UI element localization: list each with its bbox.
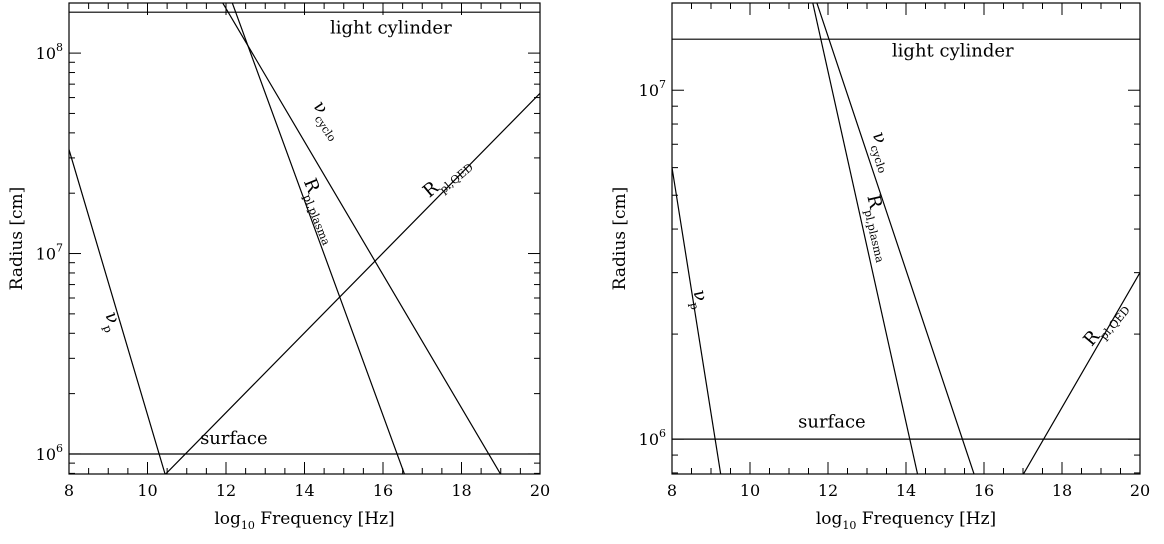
annotation-main: light cylinder bbox=[892, 40, 1014, 61]
annotation-main: surface bbox=[200, 428, 268, 449]
annotation-nu-cyclo: νcyclo bbox=[864, 129, 900, 175]
series-line-r-qed bbox=[1022, 272, 1140, 474]
y-axis-label: Radius [cm] bbox=[610, 187, 630, 291]
annotation-subscript: pl,QED bbox=[1097, 304, 1133, 343]
series-line-nu-cyclo bbox=[816, 3, 975, 474]
annotation-subscript: cyclo bbox=[312, 113, 339, 144]
annotation-main: surface bbox=[798, 411, 866, 432]
annotation-main: R bbox=[862, 193, 886, 211]
y-tick-label: 106 bbox=[36, 442, 63, 464]
annotation-light: light cylinder bbox=[892, 40, 1014, 61]
y-tick-label: 106 bbox=[639, 427, 666, 449]
y-tick-label: 108 bbox=[36, 41, 63, 63]
x-axis-label-sub: 10 bbox=[842, 519, 856, 532]
x-axis-label-rest: Frequency [Hz] bbox=[856, 509, 996, 529]
y-tick-exponent: 6 bbox=[56, 442, 63, 455]
curves bbox=[69, 3, 540, 474]
annotation-nu-cyclo: νcyclo bbox=[306, 97, 349, 144]
y-tick-exponent: 7 bbox=[56, 242, 63, 255]
x-tick-label: 20 bbox=[1130, 481, 1150, 500]
y-tick-exponent: 6 bbox=[659, 427, 666, 440]
y-tick-exponent: 7 bbox=[659, 78, 666, 91]
x-axis-label-rest: Frequency [Hz] bbox=[255, 509, 395, 529]
plot-frame bbox=[671, 2, 1141, 475]
x-tick-label: 18 bbox=[1052, 481, 1072, 500]
series-line-r-plasma bbox=[231, 3, 406, 474]
annotation-subscript: cyclo bbox=[867, 144, 888, 176]
y-tick-base: 10 bbox=[36, 445, 56, 464]
annotation-subscript: pl,QED bbox=[437, 161, 476, 197]
x-tick-label: 20 bbox=[530, 481, 550, 500]
x-axis-label-log: log bbox=[816, 509, 843, 529]
y-tick-base: 10 bbox=[639, 430, 659, 449]
x-tick-label: 16 bbox=[373, 481, 393, 500]
annotation-main: light cylinder bbox=[330, 18, 452, 39]
annotation-main: ν bbox=[689, 288, 712, 303]
x-tick-label: 14 bbox=[294, 481, 314, 500]
annotation-surface: surface bbox=[200, 428, 268, 449]
annotation-nu-p: νp bbox=[97, 309, 127, 334]
y-axis-label: Radius [cm] bbox=[7, 187, 27, 291]
series-line-r-plasma bbox=[812, 3, 919, 474]
x-tick-label: 18 bbox=[451, 481, 471, 500]
plot-frame bbox=[68, 2, 541, 475]
x-tick-label: 10 bbox=[137, 481, 157, 500]
y-tick-base: 10 bbox=[36, 44, 56, 63]
x-tick-label: 10 bbox=[740, 481, 760, 500]
series-line-nu-p bbox=[672, 167, 722, 474]
x-tick-label: 12 bbox=[818, 481, 838, 500]
annotation-subscript: p bbox=[100, 324, 115, 335]
annotation-subscript: p bbox=[687, 301, 701, 311]
x-tick-label: 14 bbox=[896, 481, 916, 500]
annotation-subscript: pl,plasma bbox=[300, 192, 332, 247]
y-tick-label: 107 bbox=[639, 78, 666, 100]
x-axis-label: log10 Frequency [Hz] bbox=[816, 509, 996, 532]
annotation-light: light cylinder bbox=[330, 18, 452, 39]
y-tick-label: 107 bbox=[36, 242, 63, 264]
annotation-r-qed: Rpl,QED bbox=[1079, 296, 1133, 353]
y-tick-base: 10 bbox=[36, 245, 56, 264]
x-axis-label: log10 Frequency [Hz] bbox=[214, 509, 394, 532]
series-line-r-qed bbox=[164, 92, 540, 474]
annotation-r-qed: Rpl,QED bbox=[419, 151, 476, 205]
x-axis-label-sub: 10 bbox=[241, 519, 255, 532]
annotation-nu-p: νp bbox=[685, 288, 713, 311]
x-tick-label: 8 bbox=[64, 481, 74, 500]
annotation-surface: surface bbox=[798, 411, 866, 432]
x-axis-label-log: log bbox=[214, 509, 241, 529]
series-line-nu-p bbox=[69, 149, 166, 474]
y-tick-exponent: 8 bbox=[56, 41, 63, 54]
y-tick-base: 10 bbox=[639, 81, 659, 100]
x-tick-label: 8 bbox=[667, 481, 677, 500]
curves bbox=[672, 3, 1140, 474]
x-tick-label: 12 bbox=[216, 481, 236, 500]
x-tick-label: 16 bbox=[974, 481, 994, 500]
annotation-r-plasma: Rpl,plasma bbox=[295, 175, 344, 247]
series-line-nu-cyclo bbox=[222, 3, 502, 474]
